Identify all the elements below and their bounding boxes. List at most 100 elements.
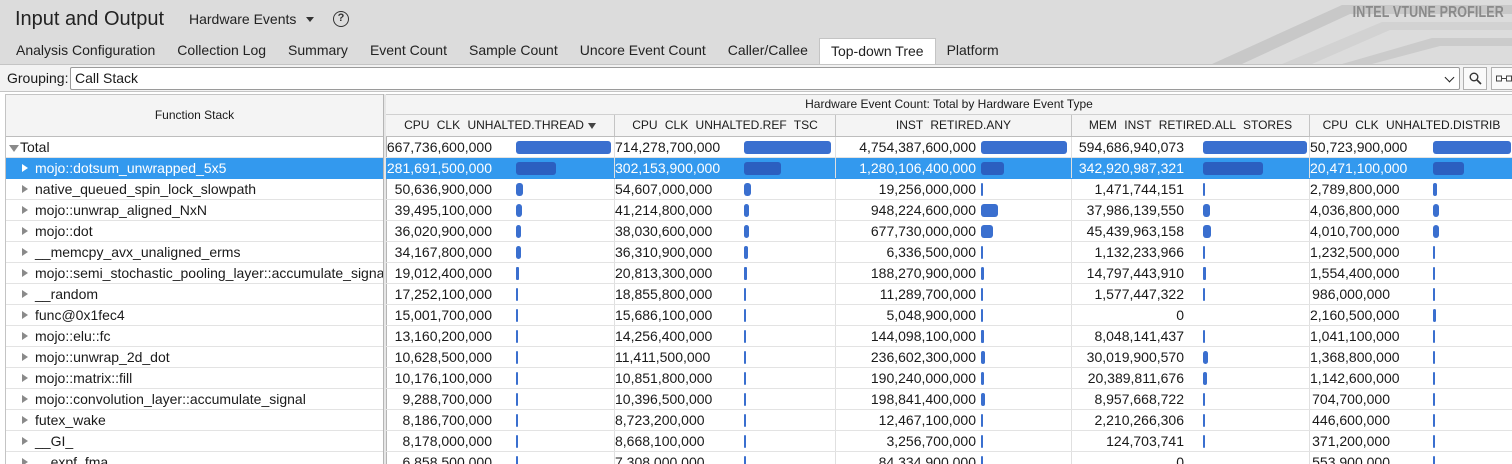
metric-row[interactable]: 10,628,500,000 11,411,500,000 236,602,300,…	[386, 347, 1512, 368]
grouping-bar: Grouping: Call Stack	[0, 64, 1512, 92]
column-header-cpu-clk-unhalted-ref-tsc[interactable]: CPU CLK UNHALTED.REF TSC	[615, 115, 836, 136]
expand-arrow-icon[interactable]	[22, 269, 28, 277]
metric-value: 236,602,300,000	[870, 349, 976, 365]
search-button[interactable]	[1463, 67, 1487, 90]
tab-analysis-configuration[interactable]: Analysis Configuration	[16, 42, 156, 58]
function-stack-cell: futex_wake	[6, 410, 383, 430]
tree-row[interactable]: mojo::unwrap_aligned_NxN	[6, 200, 383, 221]
tree-row[interactable]: mojo::semi_stochastic_pooling_layer::acc…	[6, 263, 383, 284]
metric-row[interactable]: 17,252,100,000 18,855,800,000 11,289,700,0…	[386, 284, 1512, 305]
metric-value: 1,232,500,000	[1310, 244, 1400, 260]
metric-cell: 7,308,000,000	[615, 452, 836, 464]
metric-row[interactable]: 13,160,200,000 14,256,400,000 144,098,100,…	[386, 326, 1512, 347]
metric-bar	[1203, 330, 1205, 343]
metric-bar	[744, 246, 749, 259]
function-name: __expf_fma	[35, 454, 109, 464]
tab-event-count[interactable]: Event Count	[369, 42, 447, 58]
tree-row[interactable]: __GI_	[6, 431, 383, 452]
tab-caller-callee[interactable]: Caller/Callee	[727, 42, 808, 58]
tab-sample-count[interactable]: Sample Count	[469, 42, 558, 58]
expand-arrow-icon[interactable]	[22, 206, 28, 214]
collapse-arrow-icon[interactable]	[9, 145, 19, 152]
expand-arrow-icon[interactable]	[22, 332, 28, 340]
expand-arrow-icon[interactable]	[22, 248, 28, 256]
metric-value: 4,010,700,000	[1310, 223, 1400, 239]
metric-bar	[1433, 225, 1440, 238]
column-config-button[interactable]	[1491, 67, 1512, 90]
tree-row[interactable]: __expf_fma	[6, 452, 383, 464]
column-header-label: CPU CLK UNHALTED.REF TSC	[632, 118, 818, 132]
metric-row[interactable]: 50,636,900,000 54,607,000,000 19,256,000,0…	[386, 179, 1512, 200]
metric-row[interactable]: 15,001,700,000 15,686,100,000 5,048,900,00…	[386, 305, 1512, 326]
metric-value: 2,160,500,000	[1310, 307, 1400, 323]
metric-cell: 281,691,500,000	[386, 158, 615, 178]
metric-cell: 1,132,233,966	[1072, 242, 1310, 262]
metric-row[interactable]: 39,495,100,000 41,214,800,000 948,224,600,…	[386, 200, 1512, 221]
tree-row[interactable]: mojo::convolution_layer::accumulate_sign…	[6, 389, 383, 410]
tree-row[interactable]: Total	[6, 137, 383, 158]
expand-arrow-icon[interactable]	[22, 416, 28, 424]
expand-arrow-icon[interactable]	[22, 395, 28, 403]
tree-row[interactable]: mojo::unwrap_2d_dot	[6, 347, 383, 368]
metric-value: 15,686,100,000	[615, 307, 713, 323]
metric-value: 986,000,000	[1312, 286, 1390, 302]
column-header-mem-inst-retired-all-stores[interactable]: MEM INST RETIRED.ALL STORES	[1072, 115, 1310, 136]
tab-uncore-event-count[interactable]: Uncore Event Count	[579, 42, 706, 58]
expand-arrow-icon[interactable]	[22, 185, 28, 193]
tree-row[interactable]: __random	[6, 284, 383, 305]
function-stack-cell: mojo::elu::fc	[6, 326, 383, 346]
metric-row[interactable]: 9,288,700,000 10,396,500,000 198,841,400,0…	[386, 389, 1512, 410]
column-header-inst-retired-any[interactable]: INST RETIRED.ANY	[836, 115, 1072, 136]
metric-bar	[981, 267, 985, 280]
metric-row[interactable]: 281,691,500,000 302,153,900,000 1,280,106,…	[386, 158, 1512, 179]
tree-row[interactable]: func@0x1fec4	[6, 305, 383, 326]
metric-row[interactable]: 19,012,400,000 20,813,300,000 188,270,900,…	[386, 263, 1512, 284]
expand-arrow-icon[interactable]	[22, 458, 28, 464]
expand-arrow-icon[interactable]	[22, 374, 28, 382]
metric-value: 1,577,447,322	[1094, 286, 1184, 302]
tree-row[interactable]: mojo::elu::fc	[6, 326, 383, 347]
metric-row[interactable]: 6,858,500,000 7,308,000,000 84,334,900,000…	[386, 452, 1512, 464]
metric-bar	[981, 183, 983, 196]
column-header-cpu-clk-unhalted-distrib[interactable]: CPU CLK UNHALTED.DISTRIB	[1310, 115, 1512, 136]
expand-arrow-icon[interactable]	[22, 290, 28, 298]
metric-row[interactable]: 36,020,900,000 38,030,600,000 677,730,000,…	[386, 221, 1512, 242]
metric-value: 50,636,900,000	[394, 181, 492, 197]
metric-row[interactable]: 10,176,100,000 10,851,800,000 190,240,000,…	[386, 368, 1512, 389]
expand-arrow-icon[interactable]	[22, 311, 28, 319]
tree-row[interactable]: mojo::matrix::fill	[6, 368, 383, 389]
sort-descending-icon[interactable]	[587, 122, 596, 129]
metric-cell: 677,730,000,000	[836, 221, 1072, 241]
metric-cell: 2,160,500,000	[1310, 305, 1512, 325]
metric-row[interactable]: 8,186,700,000 8,723,200,000 12,467,100,000…	[386, 410, 1512, 431]
function-stack-cell: mojo::convolution_layer::accumulate_sign…	[6, 389, 383, 409]
tree-row[interactable]: futex_wake	[6, 410, 383, 431]
function-stack-header[interactable]: Function Stack	[6, 94, 383, 137]
metric-value: 19,256,000,000	[878, 181, 976, 197]
metric-bar	[981, 225, 994, 238]
expand-arrow-icon[interactable]	[22, 353, 28, 361]
result-type-dropdown[interactable]: Hardware Events	[189, 11, 315, 27]
search-icon	[1469, 72, 1482, 85]
pane-splitter[interactable]	[383, 94, 387, 464]
tree-row[interactable]: mojo::dotsum_unwrapped_5x5	[6, 158, 383, 179]
expand-arrow-icon[interactable]	[22, 437, 28, 445]
metric-row[interactable]: 34,167,800,000 36,310,900,000 6,336,500,00…	[386, 242, 1512, 263]
expand-arrow-icon[interactable]	[22, 164, 28, 172]
help-icon[interactable]: ?	[333, 11, 349, 27]
metric-row[interactable]: 8,178,000,000 8,668,100,000 3,256,700,000 1…	[386, 431, 1512, 452]
column-header-cpu-clk-unhalted-thread[interactable]: CPU CLK UNHALTED.THREAD	[386, 115, 615, 136]
tab-top-down-tree[interactable]: Top-down Tree	[818, 38, 936, 64]
tab-platform[interactable]: Platform	[946, 42, 999, 58]
metric-row[interactable]: 667,736,600,000 714,278,700,000 4,754,387,…	[386, 137, 1512, 158]
tree-row[interactable]: mojo::dot	[6, 221, 383, 242]
grouping-dropdown[interactable]: Call Stack	[70, 67, 1460, 90]
tab-summary[interactable]: Summary	[288, 42, 348, 58]
tree-row[interactable]: native_queued_spin_lock_slowpath	[6, 179, 383, 200]
metric-value: 45,439,963,158	[1086, 223, 1184, 239]
metric-value: 15,001,700,000	[394, 307, 492, 323]
expand-arrow-icon[interactable]	[22, 227, 28, 235]
tab-collection-log[interactable]: Collection Log	[177, 42, 267, 58]
chevron-down-icon	[1444, 72, 1455, 83]
tree-row[interactable]: __memcpy_avx_unaligned_erms	[6, 242, 383, 263]
